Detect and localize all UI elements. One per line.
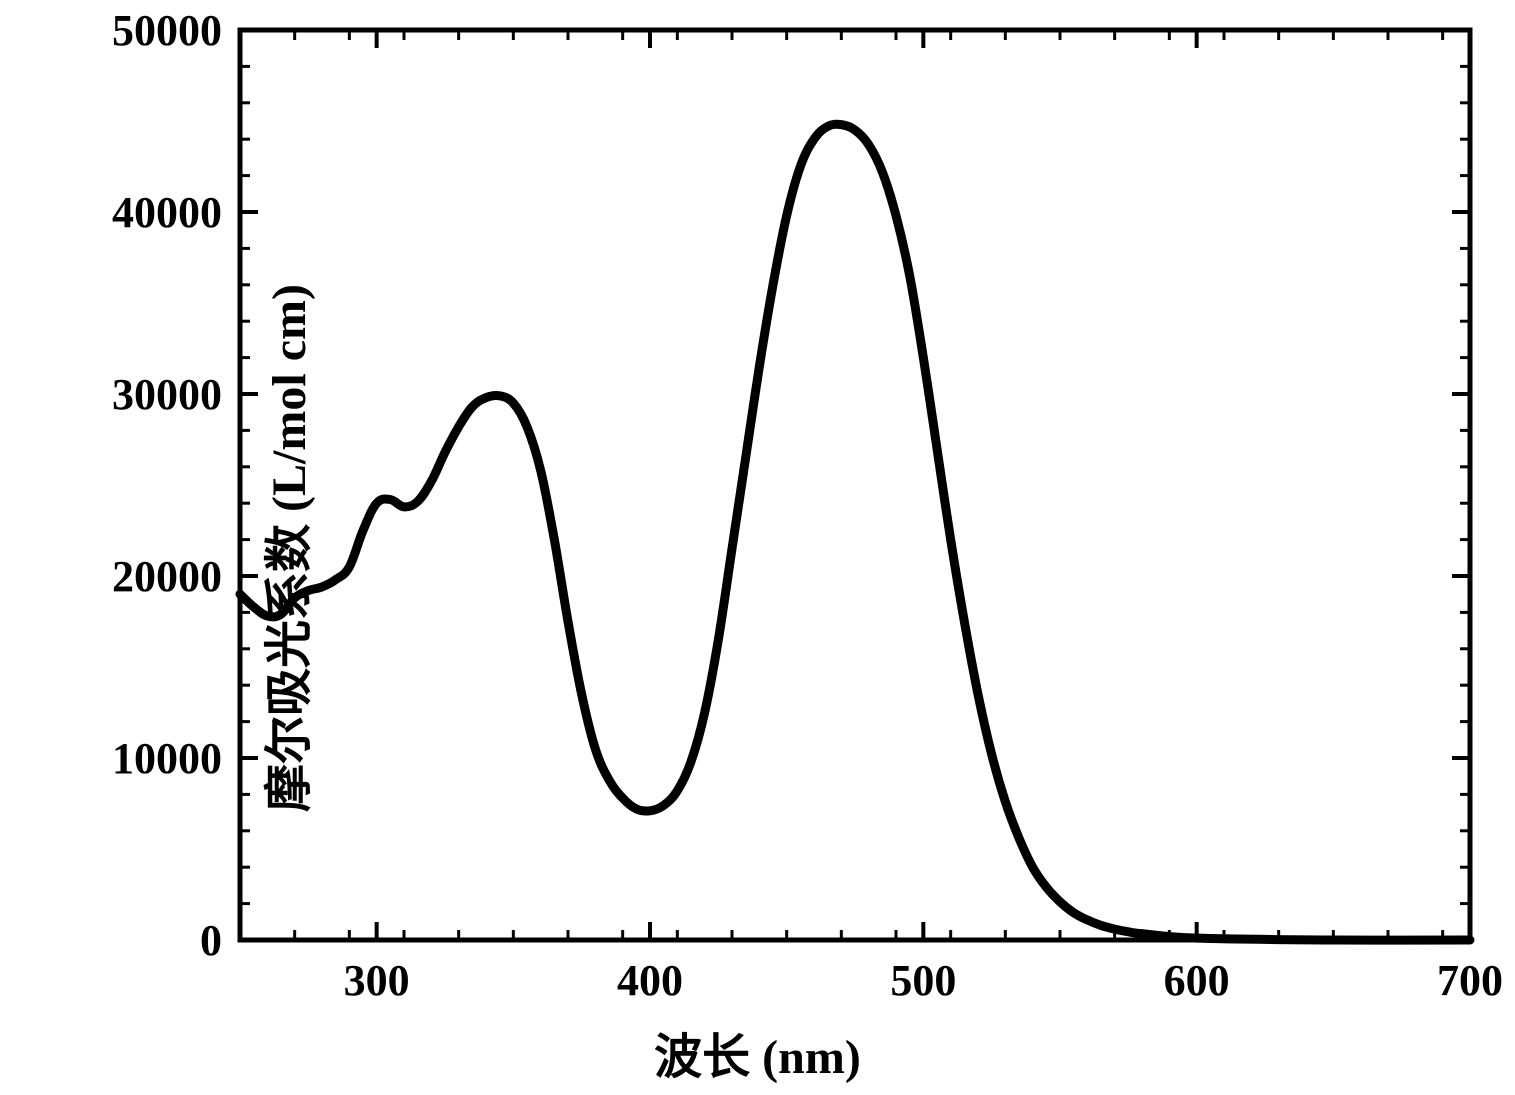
svg-text:30000: 30000: [112, 370, 222, 419]
svg-text:40000: 40000: [112, 188, 222, 237]
line-chart: 300 400 500 600 700 0 10000 20000 30000 40000 5000…: [0, 0, 1515, 1095]
svg-text:300: 300: [344, 956, 410, 1005]
svg-text:400: 400: [617, 956, 683, 1005]
svg-text:0: 0: [200, 916, 222, 965]
svg-text:20000: 20000: [112, 552, 222, 601]
svg-text:500: 500: [890, 956, 956, 1005]
x-axis-label: 波长 (nm): [654, 1017, 861, 1087]
y-axis-label: 摩尔吸光系数 (L/mol cm): [249, 284, 319, 812]
svg-text:10000: 10000: [112, 734, 222, 783]
chart-container: 300 400 500 600 700 0 10000 20000 30000 40000 5000…: [0, 0, 1515, 1095]
svg-text:50000: 50000: [112, 6, 222, 55]
svg-text:700: 700: [1437, 956, 1503, 1005]
svg-text:600: 600: [1164, 956, 1230, 1005]
